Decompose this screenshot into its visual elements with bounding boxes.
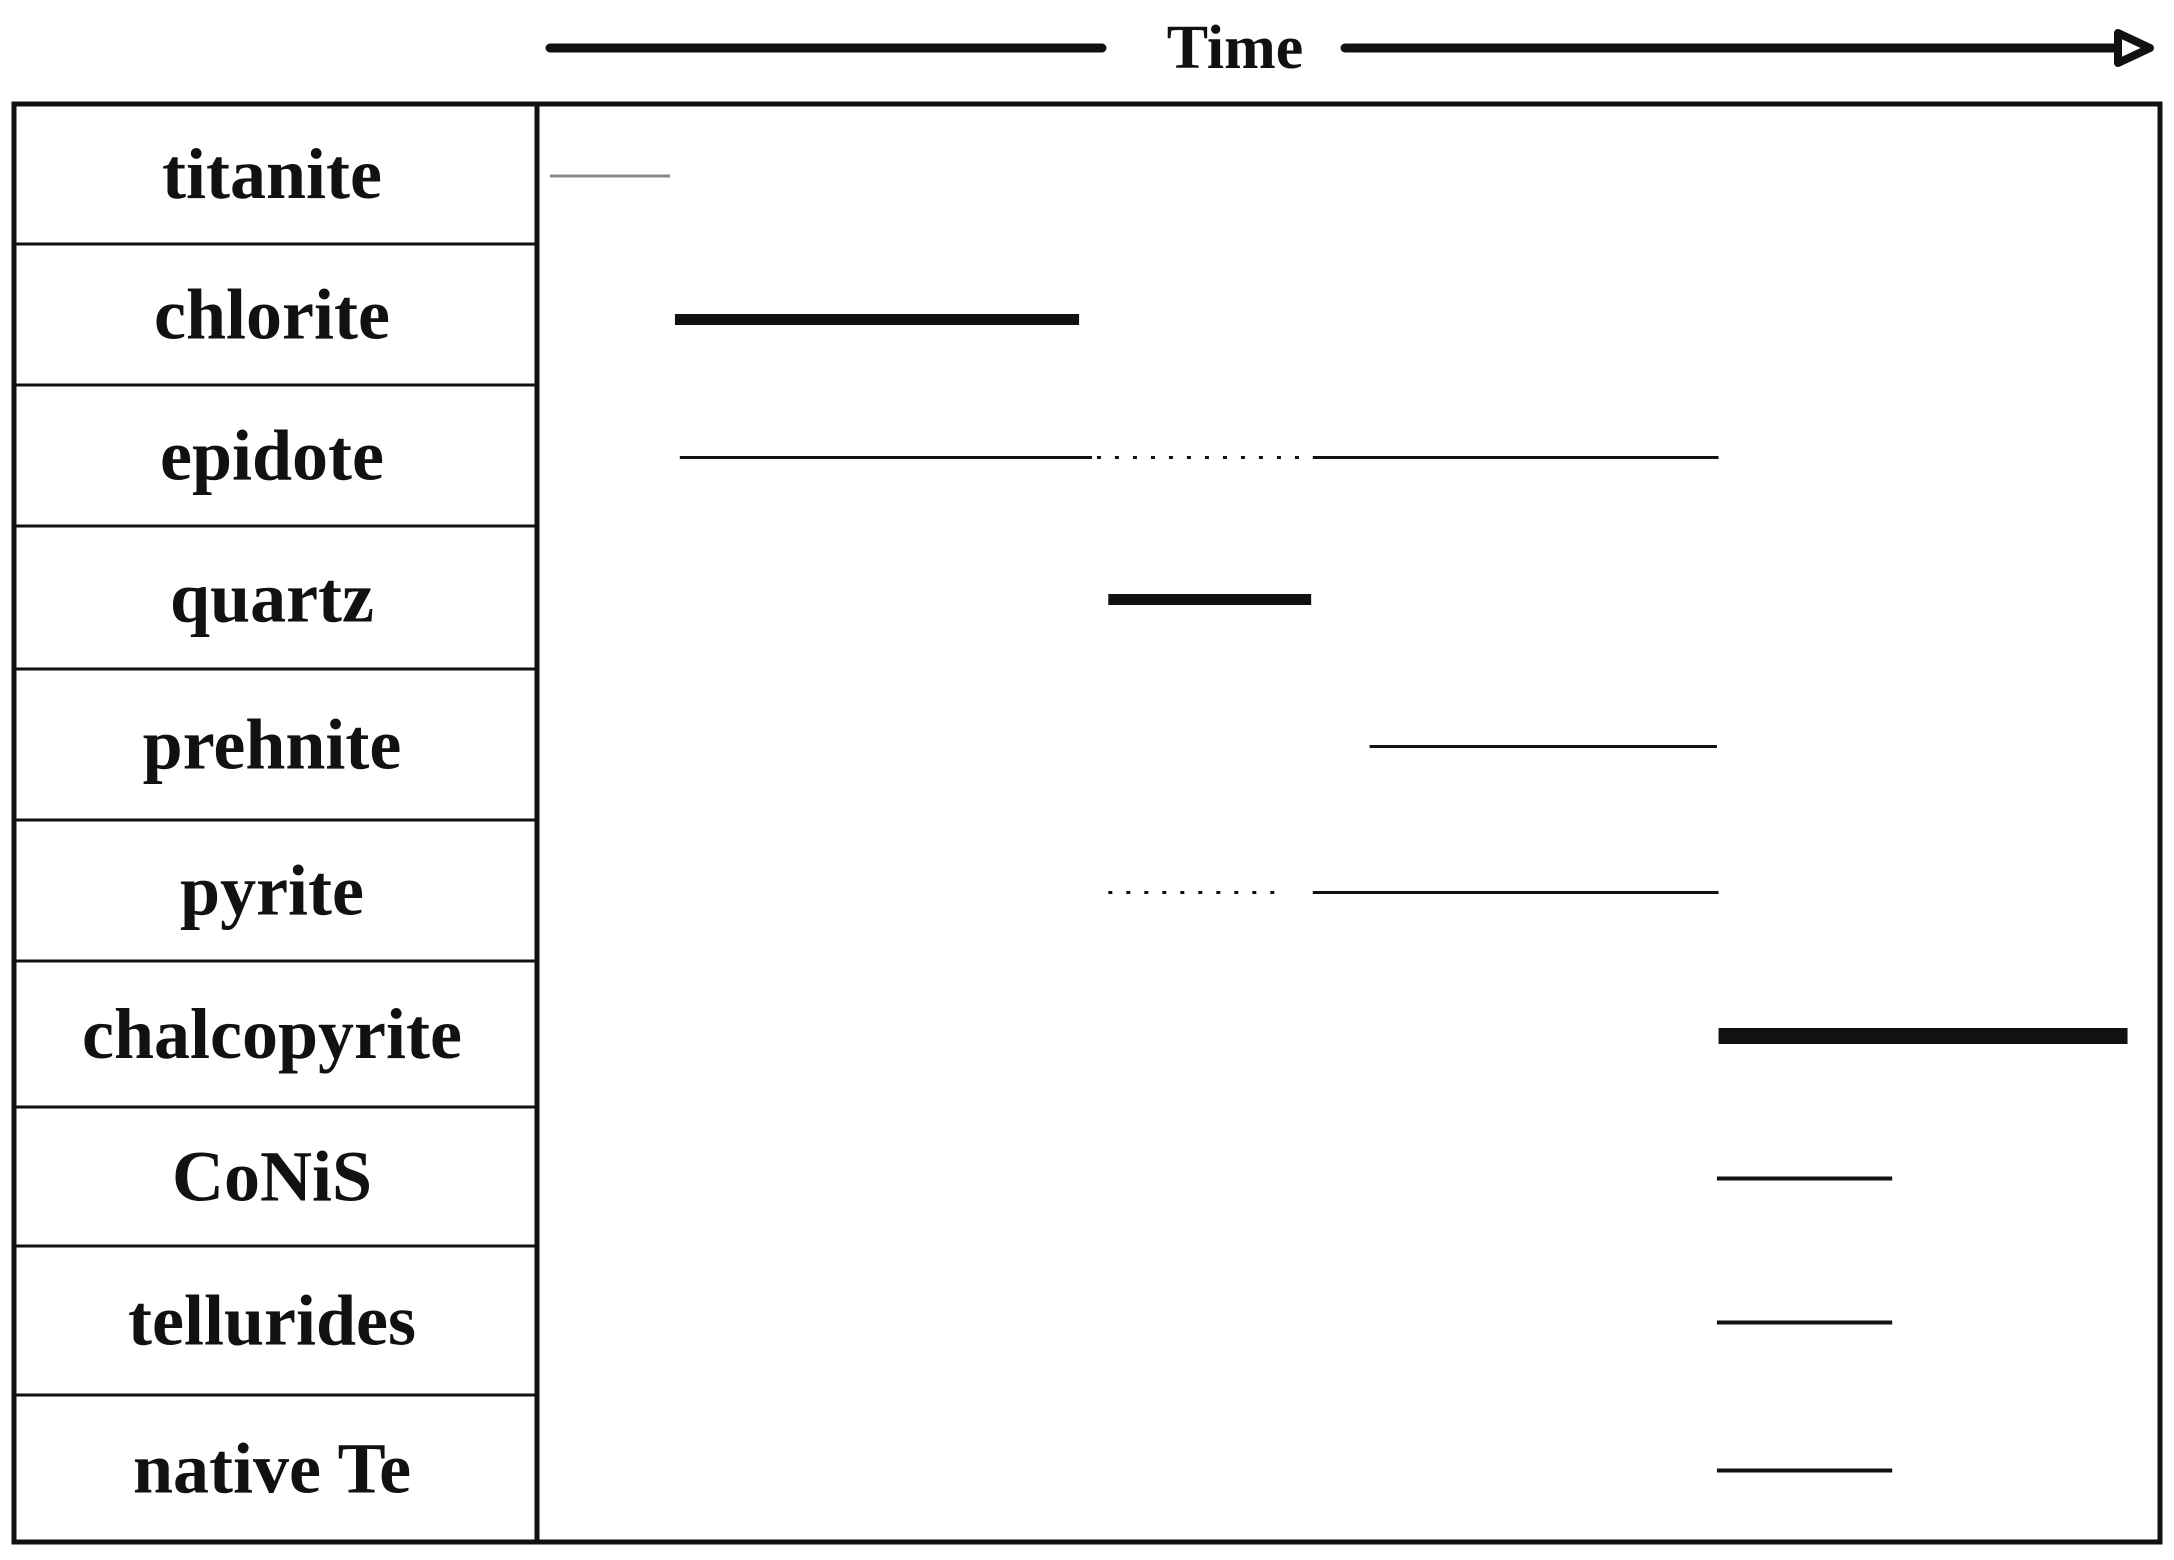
mineral-label: chalcopyrite — [82, 994, 462, 1074]
outer-frame — [11, 101, 2163, 1545]
mineral-label: CoNiS — [172, 1137, 372, 1217]
time-axis-label: Time — [1167, 14, 1304, 82]
mineral-label: native Te — [133, 1429, 411, 1509]
mineral-label: chlorite — [154, 275, 390, 355]
mineral-label: epidote — [160, 416, 384, 496]
time-arrow: Time — [545, 14, 2154, 82]
diagram-frame — [11, 101, 2163, 1545]
mineral-label: quartz — [170, 558, 374, 638]
mineral-label: pyrite — [180, 851, 364, 931]
time-arrowhead — [2114, 29, 2154, 67]
mineral-label: prehnite — [143, 705, 402, 785]
mineral-label: tellurides — [128, 1281, 416, 1361]
mineral-label: titanite — [162, 134, 382, 214]
mineral-rows: titanite chlorite epidote quartz prehnite pyr… — [14, 134, 2128, 1509]
